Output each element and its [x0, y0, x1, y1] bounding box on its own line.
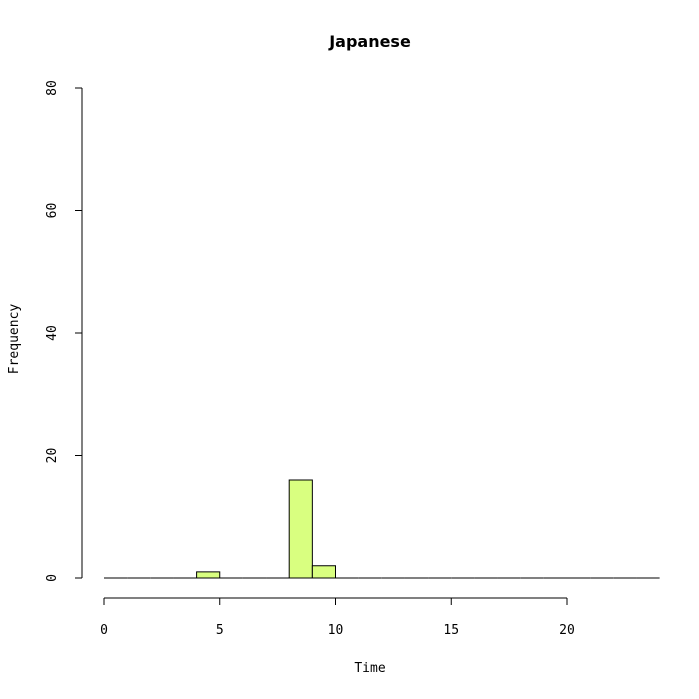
x-axis: 0 5 10 15 20	[100, 597, 575, 638]
histogram-bar	[288, 479, 313, 579]
y-axis-title: Frequency	[7, 304, 22, 375]
x-axis-title: Time	[354, 661, 385, 676]
chart-title: Japanese	[328, 32, 411, 51]
bars-group	[104, 479, 660, 579]
y-tick-label: 20	[45, 448, 60, 464]
y-tick-label: 80	[45, 80, 60, 96]
x-tick-label: 0	[100, 623, 108, 638]
y-axis: 0 20 40 60 80	[45, 80, 83, 582]
histogram-bar	[311, 565, 337, 579]
x-tick-label: 15	[443, 623, 459, 638]
y-tick-label: 60	[45, 203, 60, 219]
y-tick-label: 0	[45, 574, 60, 582]
x-tick-label: 20	[559, 623, 575, 638]
histogram-bar	[196, 571, 221, 579]
y-tick-label: 40	[45, 325, 60, 341]
x-tick-label: 10	[328, 623, 344, 638]
x-tick-label: 5	[216, 623, 224, 638]
